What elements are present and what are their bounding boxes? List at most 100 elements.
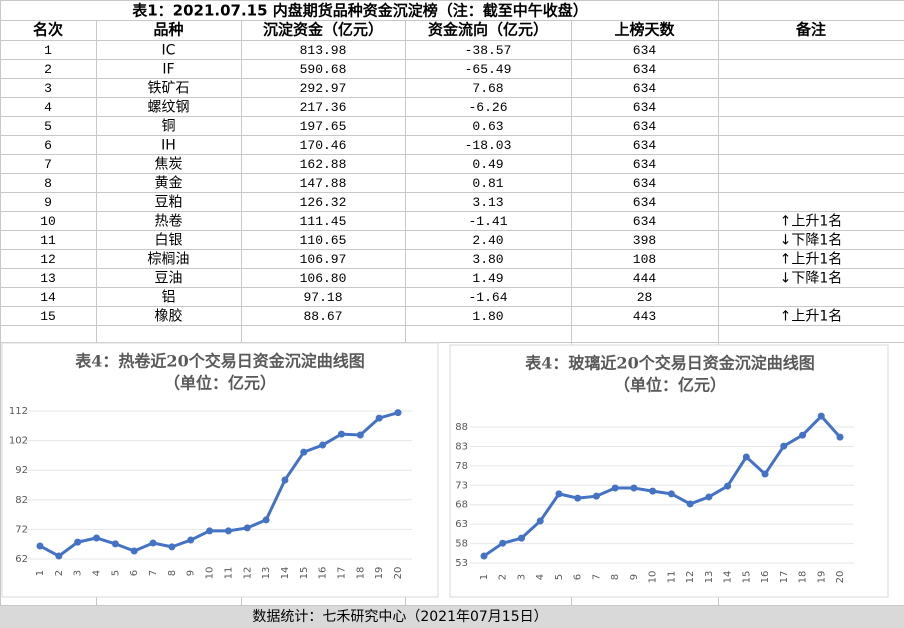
table-cell: 28	[637, 290, 653, 305]
marker	[262, 516, 270, 524]
marker	[742, 453, 750, 461]
x-tick-label: 8	[610, 574, 621, 580]
x-tick-label: 8	[167, 570, 178, 576]
table-cell: 634	[633, 119, 657, 134]
x-tick-label: 14	[280, 567, 291, 580]
marker	[817, 412, 825, 420]
marker	[630, 484, 638, 492]
x-tick-label: 11	[666, 571, 677, 584]
marker	[499, 539, 507, 547]
marker	[55, 552, 63, 560]
table-cell: 10	[40, 214, 56, 229]
table-cell: ↑上升1名	[780, 252, 843, 268]
marker	[394, 409, 402, 417]
x-tick-label: 12	[685, 571, 696, 584]
table-cell: 7	[44, 157, 52, 172]
table-cell: ↓下降1名	[780, 271, 843, 287]
table-cell: 1	[44, 43, 52, 58]
marker	[649, 487, 657, 495]
table-cell: 292.97	[300, 81, 347, 96]
table-cell: 3.80	[472, 252, 503, 267]
table-cell: 橡胶	[155, 308, 183, 325]
y-tick-label: 53	[455, 558, 468, 569]
x-tick-label: 18	[355, 567, 366, 580]
table-cell: 444	[633, 271, 657, 286]
x-tick-label: 9	[186, 570, 197, 576]
marker	[799, 431, 807, 439]
chart-title: 表4：玻璃近20个交易日资金沉淀曲线图	[524, 354, 814, 373]
header-cell: 沉淀资金（亿元）	[263, 21, 383, 39]
x-tick-label: 16	[318, 567, 329, 580]
table-cell: 7.68	[472, 81, 503, 96]
table-cell: 106.80	[300, 271, 347, 286]
x-tick-label: 17	[779, 571, 790, 584]
table-cell: 14	[40, 290, 56, 305]
table-cell: 634	[633, 100, 657, 115]
line	[483, 414, 842, 558]
table-cell: 11	[40, 233, 56, 248]
table-cell: 5	[44, 119, 52, 134]
header-cell: 资金流向（亿元）	[428, 21, 548, 39]
marker	[356, 431, 364, 439]
footer-bg	[0, 605, 904, 628]
table-cell: 634	[633, 138, 657, 153]
marker	[517, 534, 525, 542]
table-cell: 162.88	[300, 157, 347, 172]
y-tick-label: 112	[9, 406, 28, 417]
table-cell: 6	[44, 138, 52, 153]
table-cell: 15	[40, 309, 56, 324]
marker	[168, 543, 176, 551]
x-tick-label: 7	[591, 574, 602, 580]
table-cell: 白银	[155, 233, 183, 249]
table-cell: 螺纹钢	[148, 100, 190, 116]
marker	[536, 517, 544, 525]
x-tick-label: 18	[798, 571, 809, 584]
table-cell: 1.49	[472, 271, 503, 286]
x-tick-label: 9	[629, 574, 640, 580]
marker	[555, 490, 563, 498]
table-cell: -65.49	[465, 62, 512, 77]
marker	[686, 500, 694, 508]
table-cell: 126.32	[300, 195, 347, 210]
y-tick-label: 68	[455, 500, 468, 511]
marker	[206, 527, 214, 535]
marker	[224, 527, 232, 535]
marker	[780, 442, 788, 450]
marker	[187, 536, 195, 544]
table-cell: 813.98	[300, 43, 347, 58]
table-cell: 黄金	[155, 175, 183, 192]
header-cell: 上榜天数	[614, 21, 675, 39]
table-cell: -38.57	[465, 43, 512, 58]
table-cell: 443	[633, 309, 656, 324]
footer: 数据统计：七禾研究中心（2021年07月15日）	[252, 609, 547, 625]
table-cell: 焦炭	[155, 157, 183, 173]
y-tick-label: 88	[455, 422, 468, 433]
marker	[592, 492, 600, 500]
x-tick-label: 7	[148, 570, 159, 576]
y-tick-label: 72	[15, 524, 28, 535]
table-cell: 634	[633, 214, 657, 229]
marker	[761, 470, 769, 478]
marker	[724, 482, 732, 490]
x-tick-label: 5	[110, 570, 121, 576]
table-cell: IC	[162, 43, 176, 59]
x-tick-label: 13	[704, 571, 715, 584]
x-tick-label: 20	[393, 567, 404, 580]
marker	[337, 430, 345, 438]
chart-title: 表4：热卷近20个交易日资金沉淀曲线图	[74, 352, 364, 371]
y-tick-label: 78	[455, 461, 468, 472]
table-cell: 0.81	[472, 176, 503, 191]
table-cell: -1.41	[468, 214, 507, 229]
marker	[705, 493, 713, 501]
table-cell: 634	[633, 81, 657, 96]
marker	[130, 547, 138, 555]
marker	[111, 540, 119, 548]
table-cell: 4	[44, 100, 52, 115]
marker	[319, 441, 327, 449]
table-cell: 108	[633, 252, 656, 267]
table-cell: 106.97	[300, 252, 347, 267]
table-cell: 634	[633, 157, 657, 172]
y-tick-label: 83	[455, 441, 468, 452]
x-tick-label: 20	[835, 571, 846, 584]
table-cell: -6.26	[468, 100, 507, 115]
